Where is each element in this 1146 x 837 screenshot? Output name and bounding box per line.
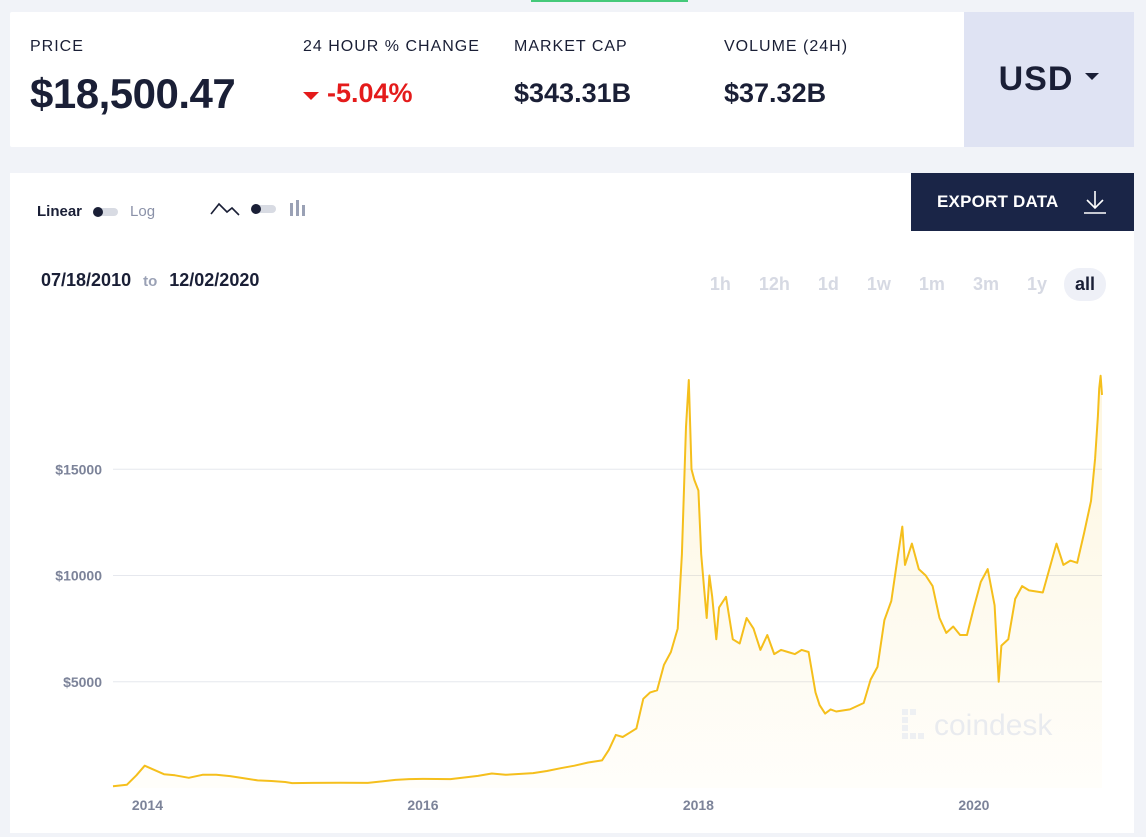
down-arrow-icon — [303, 91, 319, 100]
volume-value: $37.32B — [724, 78, 827, 108]
y-tick-label: $5000 — [63, 674, 102, 690]
market-cap-label: MARKET CAP — [514, 38, 628, 55]
caret-down-icon — [1085, 73, 1100, 80]
currency-selector[interactable]: USD — [964, 12, 1134, 147]
price-line — [112, 374, 1103, 788]
scale-toggle: Linear Log — [37, 203, 155, 220]
change-stat: 24 HOUR % CHANGE -5.04% — [303, 38, 480, 109]
price-stat: PRICE $18,500.47 — [30, 38, 236, 118]
log-label[interactable]: Log — [130, 203, 156, 220]
x-tick-label: 2018 — [683, 797, 714, 813]
y-tick-label: $10000 — [55, 568, 102, 584]
change-value-row: -5.04% — [303, 78, 480, 109]
scale-switch-knob — [93, 206, 104, 217]
coindesk-watermark: coindesk — [902, 709, 1053, 742]
area-layer — [113, 375, 1102, 788]
change-label: 24 HOUR % CHANGE — [303, 38, 480, 55]
y-axis: $5000 $10000 $15000 — [55, 461, 102, 690]
range-tabs: 1h 12h 1d 1w 1m 3m 1y all — [693, 268, 1106, 301]
chart-type-switch-knob — [251, 204, 261, 214]
export-label: EXPORT DATA — [937, 192, 1059, 211]
price-area-fill — [113, 375, 1102, 788]
change-value: -5.04% — [327, 78, 413, 108]
chart-type-switch[interactable] — [251, 204, 276, 214]
volume-label: VOLUME (24H) — [724, 38, 849, 55]
date-to[interactable]: 12/02/2020 — [169, 270, 260, 290]
candlestick-icon[interactable] — [288, 199, 308, 219]
x-tick-label: 2014 — [132, 797, 163, 813]
market-cap-value: $343.31B — [514, 78, 632, 108]
volume-stat: VOLUME (24H) $37.32B — [724, 38, 848, 109]
range-tab-1d[interactable]: 1d — [817, 274, 839, 294]
chart-panel: Linear Log EXPORT DATA 07/18/2010 to 12/… — [10, 173, 1134, 833]
range-tab-all[interactable]: all — [1063, 268, 1106, 301]
range-tab-1y[interactable]: 1y — [1026, 274, 1047, 294]
x-axis: 2014 2016 2018 2020 — [132, 797, 990, 813]
x-tick-label: 2016 — [407, 797, 438, 813]
x-tick-label: 2020 — [958, 797, 989, 813]
stats-panel: PRICE $18,500.47 24 HOUR % CHANGE -5.04%… — [10, 12, 1134, 147]
price-chart[interactable]: coindesk $5000$10000$15000 2014 2016 2018 2… — [10, 173, 1134, 833]
chart-type-toggle — [210, 199, 308, 219]
linear-label[interactable]: Linear — [37, 203, 83, 220]
line-layer — [112, 374, 1103, 788]
range-tab-3m[interactable]: 3m — [972, 274, 999, 294]
range-tab-1h[interactable]: 1h — [709, 274, 731, 294]
currency-label: USD — [998, 60, 1074, 98]
date-range: 07/18/2010 to 12/02/2020 — [41, 270, 259, 291]
export-data-button[interactable]: EXPORT DATA — [911, 173, 1134, 231]
date-from[interactable]: 07/18/2010 — [41, 270, 132, 290]
range-tab-12h[interactable]: 12h — [758, 274, 790, 294]
y-tick-label: $15000 — [55, 461, 102, 477]
date-to-label: to — [143, 273, 158, 290]
range-tab-1w[interactable]: 1w — [866, 274, 891, 294]
price-label: PRICE — [30, 38, 84, 55]
scale-switch[interactable] — [93, 206, 119, 217]
range-tab-1m[interactable]: 1m — [918, 274, 945, 294]
price-value: $18,500.47 — [30, 70, 236, 117]
watermark-text: coindesk — [934, 709, 1053, 742]
coindesk-logo-icon — [902, 709, 924, 739]
download-icon — [1084, 191, 1106, 214]
line-chart-icon[interactable] — [210, 200, 240, 218]
top-accent-bar — [531, 0, 688, 2]
market-cap-stat: MARKET CAP $343.31B — [514, 38, 631, 109]
